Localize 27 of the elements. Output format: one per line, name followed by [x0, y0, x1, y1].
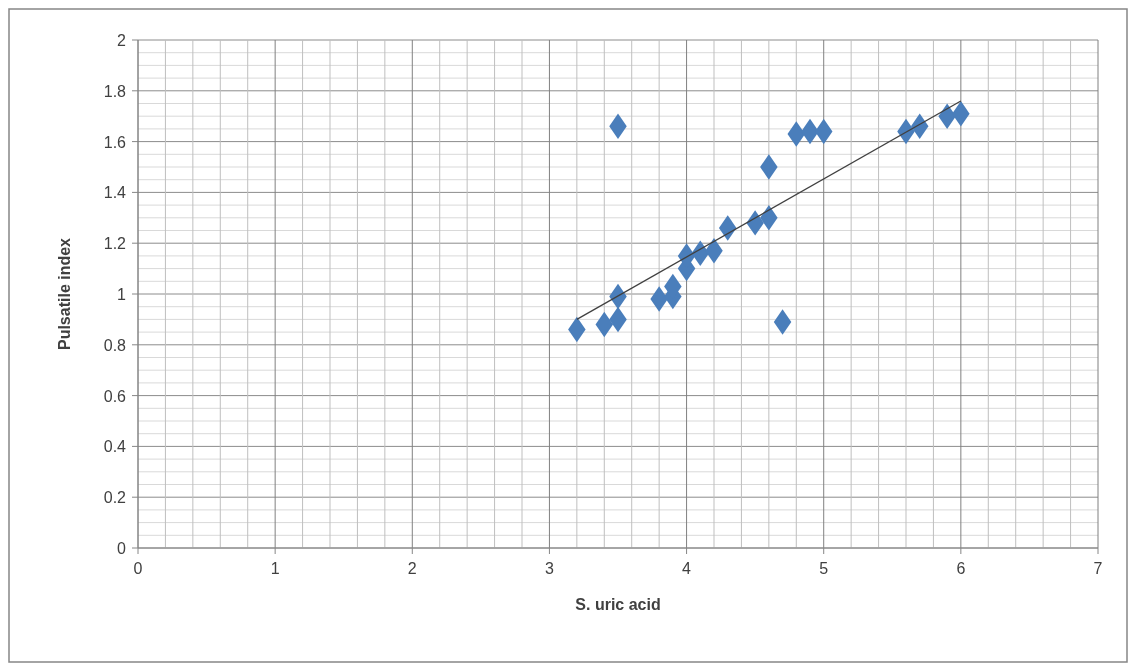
y-tick-label: 0.4: [103, 438, 127, 456]
y-tick-label: 0.2: [103, 489, 127, 507]
y-tick-label: 0: [117, 540, 127, 557]
y-tick-label: 0.8: [103, 336, 127, 354]
point: [787, 121, 806, 147]
y-tick-label: 0.6: [103, 387, 127, 405]
point: [595, 311, 614, 338]
x-tick-label: 0: [133, 560, 143, 577]
x-tick-label: 2: [407, 560, 417, 577]
y-tick-label: 1.6: [103, 133, 127, 151]
point: [910, 113, 929, 140]
x-axis-title: S. uric acid: [575, 596, 661, 613]
x-tick-label: 7: [1093, 560, 1103, 577]
x-tick-label: 1: [270, 560, 280, 577]
point: [773, 309, 792, 335]
y-axis-title: Pulsatile index: [56, 237, 73, 351]
y-tick-label: 2: [117, 32, 127, 49]
x-tick-label: 6: [956, 560, 966, 577]
x-tick-label: 3: [544, 560, 554, 577]
x-tick-label: 4: [682, 560, 692, 577]
x-tick-label: 5: [819, 560, 829, 577]
y-tick-label: 1: [117, 286, 127, 303]
y-tick-label: 1.4: [103, 184, 127, 202]
point: [814, 118, 833, 145]
y-tick-label: 1.2: [103, 235, 127, 253]
y-tick-label: 1.8: [103, 82, 127, 100]
point: [718, 215, 737, 241]
